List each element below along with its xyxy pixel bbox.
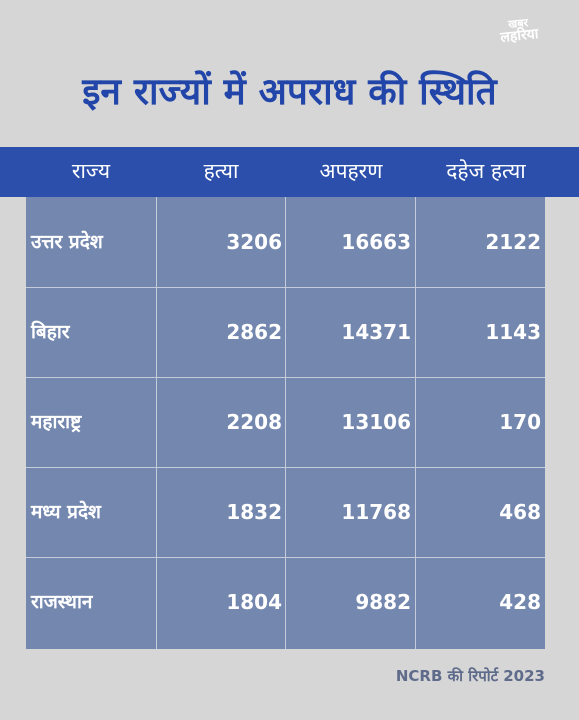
dowry-death-count: 468 — [499, 500, 541, 524]
crime-table: उत्तर प्रदेश 3206 16663 2122 बिहार 2862 … — [26, 197, 545, 649]
header-murder: हत्या — [203, 159, 239, 183]
dowry-death-count: 428 — [499, 590, 541, 614]
column-divider — [415, 197, 416, 649]
table-row: बिहार 2862 14371 1143 — [26, 287, 545, 377]
murder-count: 1804 — [226, 590, 282, 614]
row-divider — [26, 287, 545, 288]
state-name: महाराष्ट्र — [31, 411, 82, 433]
state-name: बिहार — [31, 321, 70, 343]
kidnapping-count: 11768 — [341, 500, 411, 524]
state-name: उत्तर प्रदेश — [31, 231, 103, 253]
row-divider — [26, 557, 545, 558]
table-row: उत्तर प्रदेश 3206 16663 2122 — [26, 197, 545, 287]
dowry-death-count: 1143 — [485, 320, 541, 344]
column-divider — [285, 197, 286, 649]
kidnapping-count: 14371 — [341, 320, 411, 344]
murder-count: 1832 — [226, 500, 282, 524]
dowry-death-count: 170 — [499, 410, 541, 434]
brand-logo: खबर लहरिया — [487, 15, 552, 49]
header-kidnapping: अपहरण — [319, 159, 383, 183]
table-row: राजस्थान 1804 9882 428 — [26, 557, 545, 647]
table-row: मध्य प्रदेश 1832 11768 468 — [26, 467, 545, 557]
dowry-death-count: 2122 — [485, 230, 541, 254]
row-divider — [26, 377, 545, 378]
state-name: राजस्थान — [31, 591, 93, 613]
kidnapping-count: 13106 — [341, 410, 411, 434]
row-divider — [26, 467, 545, 468]
table-header: राज्य हत्या अपहरण दहेज हत्या — [0, 147, 579, 197]
murder-count: 3206 — [226, 230, 282, 254]
header-state: राज्य — [71, 159, 111, 183]
source-note: NCRB की रिपोर्ट 2023 — [300, 666, 545, 686]
murder-count: 2862 — [226, 320, 282, 344]
source-year: 2023 — [503, 667, 545, 685]
column-divider — [156, 197, 157, 649]
murder-count: 2208 — [226, 410, 282, 434]
state-name: मध्य प्रदेश — [31, 501, 101, 523]
source-label: NCRB की रिपोर्ट — [395, 667, 499, 685]
kidnapping-count: 9882 — [355, 590, 411, 614]
header-dowry-death: दहेज हत्या — [446, 159, 526, 183]
kidnapping-count: 16663 — [341, 230, 411, 254]
table-row: महाराष्ट्र 2208 13106 170 — [26, 377, 545, 467]
page-title: इन राज्यों में अपराध की स्थिति — [82, 70, 497, 113]
